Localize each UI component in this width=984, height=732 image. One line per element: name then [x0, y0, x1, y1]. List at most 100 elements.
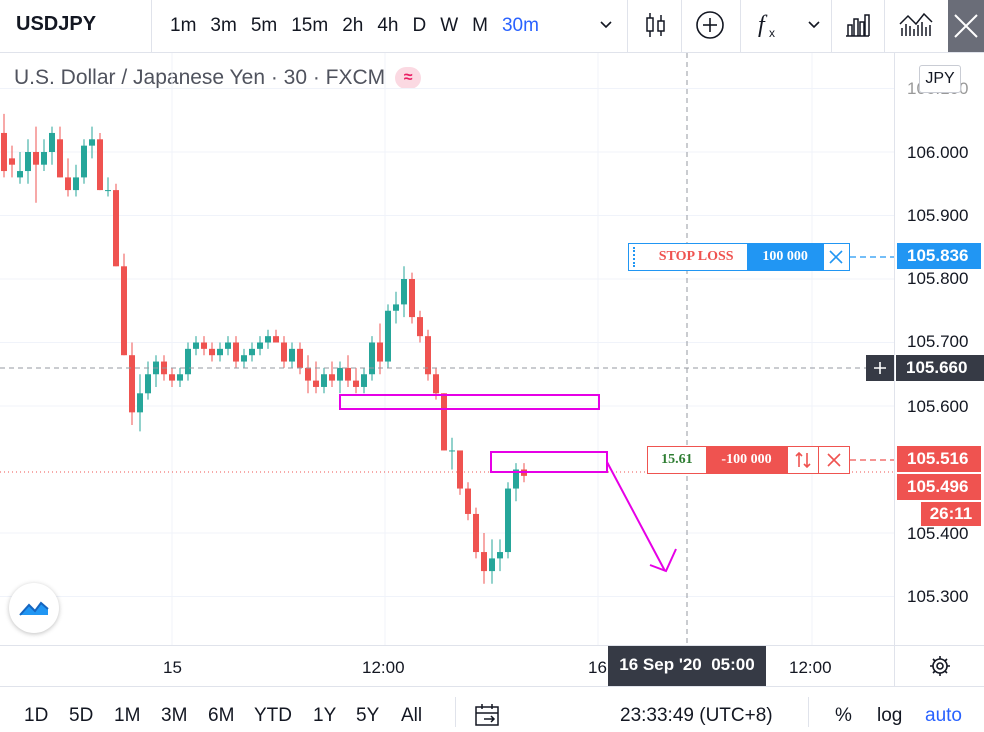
range-all[interactable]: All [401, 705, 423, 726]
candle [25, 152, 31, 172]
price-axis[interactable]: 106.100 JPY 106.000 105.900 105.800 105.… [894, 53, 984, 645]
clock[interactable]: 23:33:49 (UTC+8) [620, 705, 773, 726]
divider [151, 0, 152, 52]
candle [377, 342, 383, 362]
candle [73, 177, 79, 191]
range-ytd[interactable]: YTD [254, 705, 292, 726]
interval-3m[interactable]: 3m [210, 15, 237, 36]
bar-chart-icon[interactable] [840, 8, 874, 42]
candle [393, 304, 399, 311]
last-price-label: 105.496 [897, 474, 981, 500]
range-6m[interactable]: 6M [208, 705, 235, 726]
time-axis[interactable]: 15 12:00 16 12:00 16 Sep '20 05:00 [0, 645, 894, 686]
candle [169, 374, 175, 381]
stop-loss-order[interactable]: STOP LOSS 100 000 [628, 243, 850, 271]
svg-text:f: f [758, 12, 768, 38]
candle [401, 279, 407, 305]
range-5d[interactable]: 5D [69, 705, 94, 726]
interval-1m[interactable]: 1m [170, 15, 197, 36]
currency-button[interactable]: JPY [919, 65, 961, 93]
interval-4h[interactable]: 4h [377, 15, 399, 36]
range-1d[interactable]: 1D [24, 705, 49, 726]
price-tick: 105.300 [907, 587, 969, 606]
candle [481, 552, 487, 572]
plus-circle-icon[interactable] [693, 8, 727, 42]
candle [457, 450, 463, 489]
interval-m[interactable]: M [472, 15, 488, 36]
interval-15m[interactable]: 15m [291, 15, 329, 36]
interval-list: 1m 3m 5m 15m 2h 4h D W M 30m [163, 12, 546, 40]
auto-toggle[interactable]: auto [925, 705, 962, 726]
legend-title: U.S. Dollar / Japanese Yen · 30 · FXCM [14, 66, 386, 89]
settings-gear-icon[interactable] [894, 645, 984, 686]
divider [627, 0, 628, 52]
bottom-toolbar: 1D 5D 1M 3M 6M YTD 1Y 5Y All 23:33:49 (U… [0, 686, 984, 727]
watermark-logo-icon[interactable] [9, 583, 59, 633]
candle [449, 450, 455, 452]
position-price-label: 105.516 [897, 446, 981, 472]
calendar-goto-icon[interactable] [474, 703, 502, 732]
candle [17, 171, 23, 178]
range-1y[interactable]: 1Y [313, 705, 337, 726]
crosshair-plus-icon[interactable] [866, 355, 894, 381]
percent-toggle[interactable]: % [835, 705, 852, 726]
candle [345, 367, 351, 381]
fullscreen-icon[interactable] [948, 0, 984, 52]
candle [361, 374, 367, 387]
crosshair-time-label: 16 Sep '20 05:00 [608, 646, 766, 686]
market-status-badge[interactable]: ≈ [395, 67, 422, 89]
range-5y[interactable]: 5Y [356, 705, 380, 726]
candle [425, 336, 431, 375]
candle [337, 367, 343, 381]
chevron-down-icon[interactable] [800, 8, 828, 42]
range-3m[interactable]: 3M [161, 705, 188, 726]
chart-style-icon[interactable] [896, 8, 936, 42]
divider [455, 697, 456, 727]
interval-d[interactable]: D [412, 15, 427, 36]
chart-pane[interactable] [0, 53, 894, 645]
candle [113, 190, 119, 267]
position-order[interactable]: 15.61 -100 000 [647, 446, 850, 474]
candles-icon[interactable] [638, 8, 672, 42]
interval-w[interactable]: W [440, 15, 459, 36]
time-tick: 15 [163, 658, 182, 677]
interval-5m[interactable]: 5m [250, 15, 278, 36]
candle [145, 374, 151, 394]
time-tick: 12:00 [789, 658, 832, 677]
crosshair-price-label: 105.660 [896, 355, 984, 381]
interval-2h[interactable]: 2h [342, 15, 364, 36]
candle [121, 266, 127, 356]
candle [369, 342, 375, 375]
candle [97, 139, 103, 191]
candle [201, 342, 207, 349]
divider [884, 0, 885, 52]
candle [329, 374, 335, 381]
price-tick: 105.600 [907, 397, 969, 416]
position-qty[interactable]: -100 000 [705, 447, 788, 473]
candle [105, 190, 111, 192]
range-1m[interactable]: 1M [114, 705, 141, 726]
candle [353, 380, 359, 387]
close-icon[interactable] [822, 244, 849, 270]
candle [57, 139, 63, 178]
candle [433, 374, 439, 394]
close-icon[interactable] [818, 447, 849, 473]
interval-30m-active[interactable]: 30m [501, 15, 539, 36]
chevron-down-icon[interactable] [592, 8, 620, 42]
candle [241, 355, 247, 362]
price-tick: 105.400 [907, 524, 969, 543]
stop-loss-qty[interactable]: 100 000 [747, 244, 823, 270]
candle [81, 145, 87, 178]
candle [257, 342, 263, 349]
price-tick: 105.800 [907, 269, 969, 288]
candle [225, 342, 231, 349]
candlestick-plot[interactable] [0, 53, 894, 645]
symbol-search[interactable]: USDJPY [16, 13, 97, 35]
reverse-icon[interactable] [787, 447, 818, 473]
candle [137, 393, 143, 413]
bar-countdown: 26:11 [921, 502, 981, 526]
drag-handle[interactable] [633, 247, 639, 267]
log-toggle[interactable]: log [877, 705, 903, 726]
candle [49, 132, 55, 152]
